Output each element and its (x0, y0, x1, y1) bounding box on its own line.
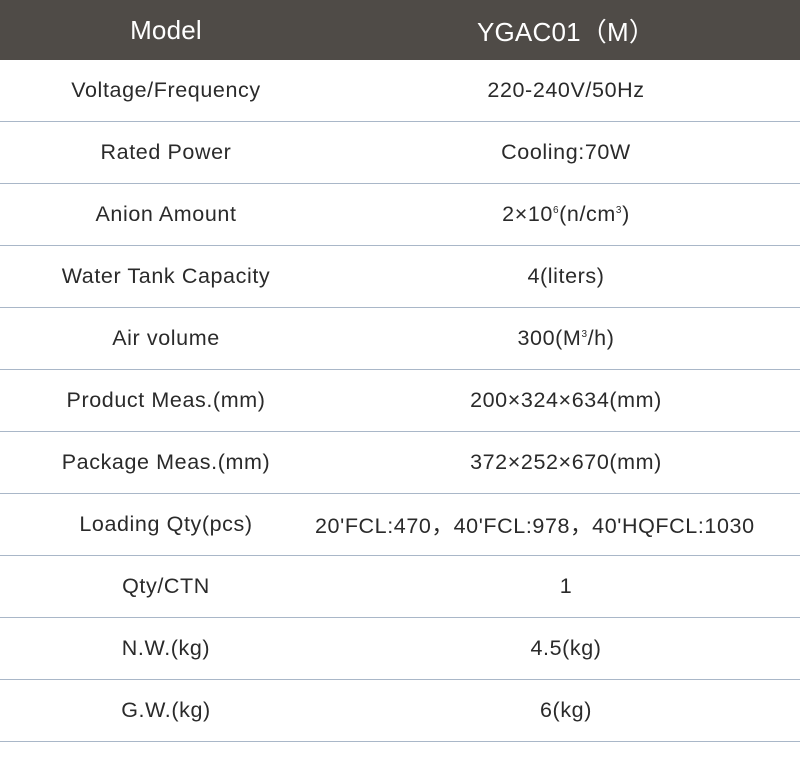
row-value: 20'FCL:470，40'FCL:978，40'HQFCL:1030 (315, 514, 755, 538)
row-label: Qty/CTN (122, 574, 210, 598)
row-value: 2×106(n/cm3) (332, 202, 800, 227)
value-superscript: 6 (552, 204, 560, 216)
row-value: 300(M3/h) (332, 326, 800, 351)
value-part: (n/cm (559, 202, 616, 226)
table-row: Qty/CTN 1 (0, 556, 800, 618)
row-label: Water Tank Capacity (61, 264, 271, 288)
row-value: Cooling:70W (501, 140, 631, 164)
row-label: Loading Qty(pcs) (79, 512, 253, 536)
value-superscript: 3 (615, 204, 623, 216)
table-row: N.W.(kg) 4.5(kg) (0, 618, 800, 680)
row-label: Rated Power (100, 140, 232, 164)
row-label: N.W.(kg) (121, 636, 211, 660)
table-row: Product Meas.(mm) 200×324×634(mm) (0, 370, 800, 432)
value-part: /h) (587, 326, 615, 350)
row-value: 1 (559, 574, 573, 598)
value-part: ) (622, 202, 630, 226)
row-label: Anion Amount (95, 202, 237, 226)
row-value: 6(kg) (540, 698, 592, 722)
table-row: Water Tank Capacity 4(liters) (0, 246, 800, 308)
row-label: Product Meas.(mm) (66, 388, 266, 412)
row-label: Voltage/Frequency (71, 78, 261, 102)
table-row: Rated Power Cooling:70W (0, 122, 800, 184)
row-label: G.W.(kg) (121, 698, 211, 722)
table-row: Package Meas.(mm) 372×252×670(mm) (0, 432, 800, 494)
table-row: G.W.(kg) 6(kg) (0, 680, 800, 742)
row-label: Package Meas.(mm) (61, 450, 271, 474)
table-header: Model YGAC01（M） (0, 0, 800, 60)
table-row: Loading Qty(pcs) 20'FCL:470，40'FCL:978，4… (0, 494, 800, 556)
table-row: Voltage/Frequency 220-240V/50Hz (0, 60, 800, 122)
table-row: Air volume 300(M3/h) (0, 308, 800, 370)
row-value: 220-240V/50Hz (487, 78, 645, 102)
header-model-label: Model (130, 14, 202, 45)
value-part: 300(M (517, 326, 582, 350)
spec-table: Model YGAC01（M） Voltage/Frequency 220-24… (0, 0, 800, 742)
header-model-value: YGAC01（M） (476, 16, 656, 47)
row-value: 4.5(kg) (530, 636, 602, 660)
value-part: 2×10 (502, 202, 553, 226)
row-value: 4(liters) (527, 264, 605, 288)
row-value: 200×324×634(mm) (470, 388, 662, 412)
row-label: Air volume (112, 326, 220, 350)
value-superscript: 3 (581, 328, 588, 340)
row-value: 372×252×670(mm) (470, 450, 662, 474)
table-row: Anion Amount 2×106(n/cm3) (0, 184, 800, 246)
